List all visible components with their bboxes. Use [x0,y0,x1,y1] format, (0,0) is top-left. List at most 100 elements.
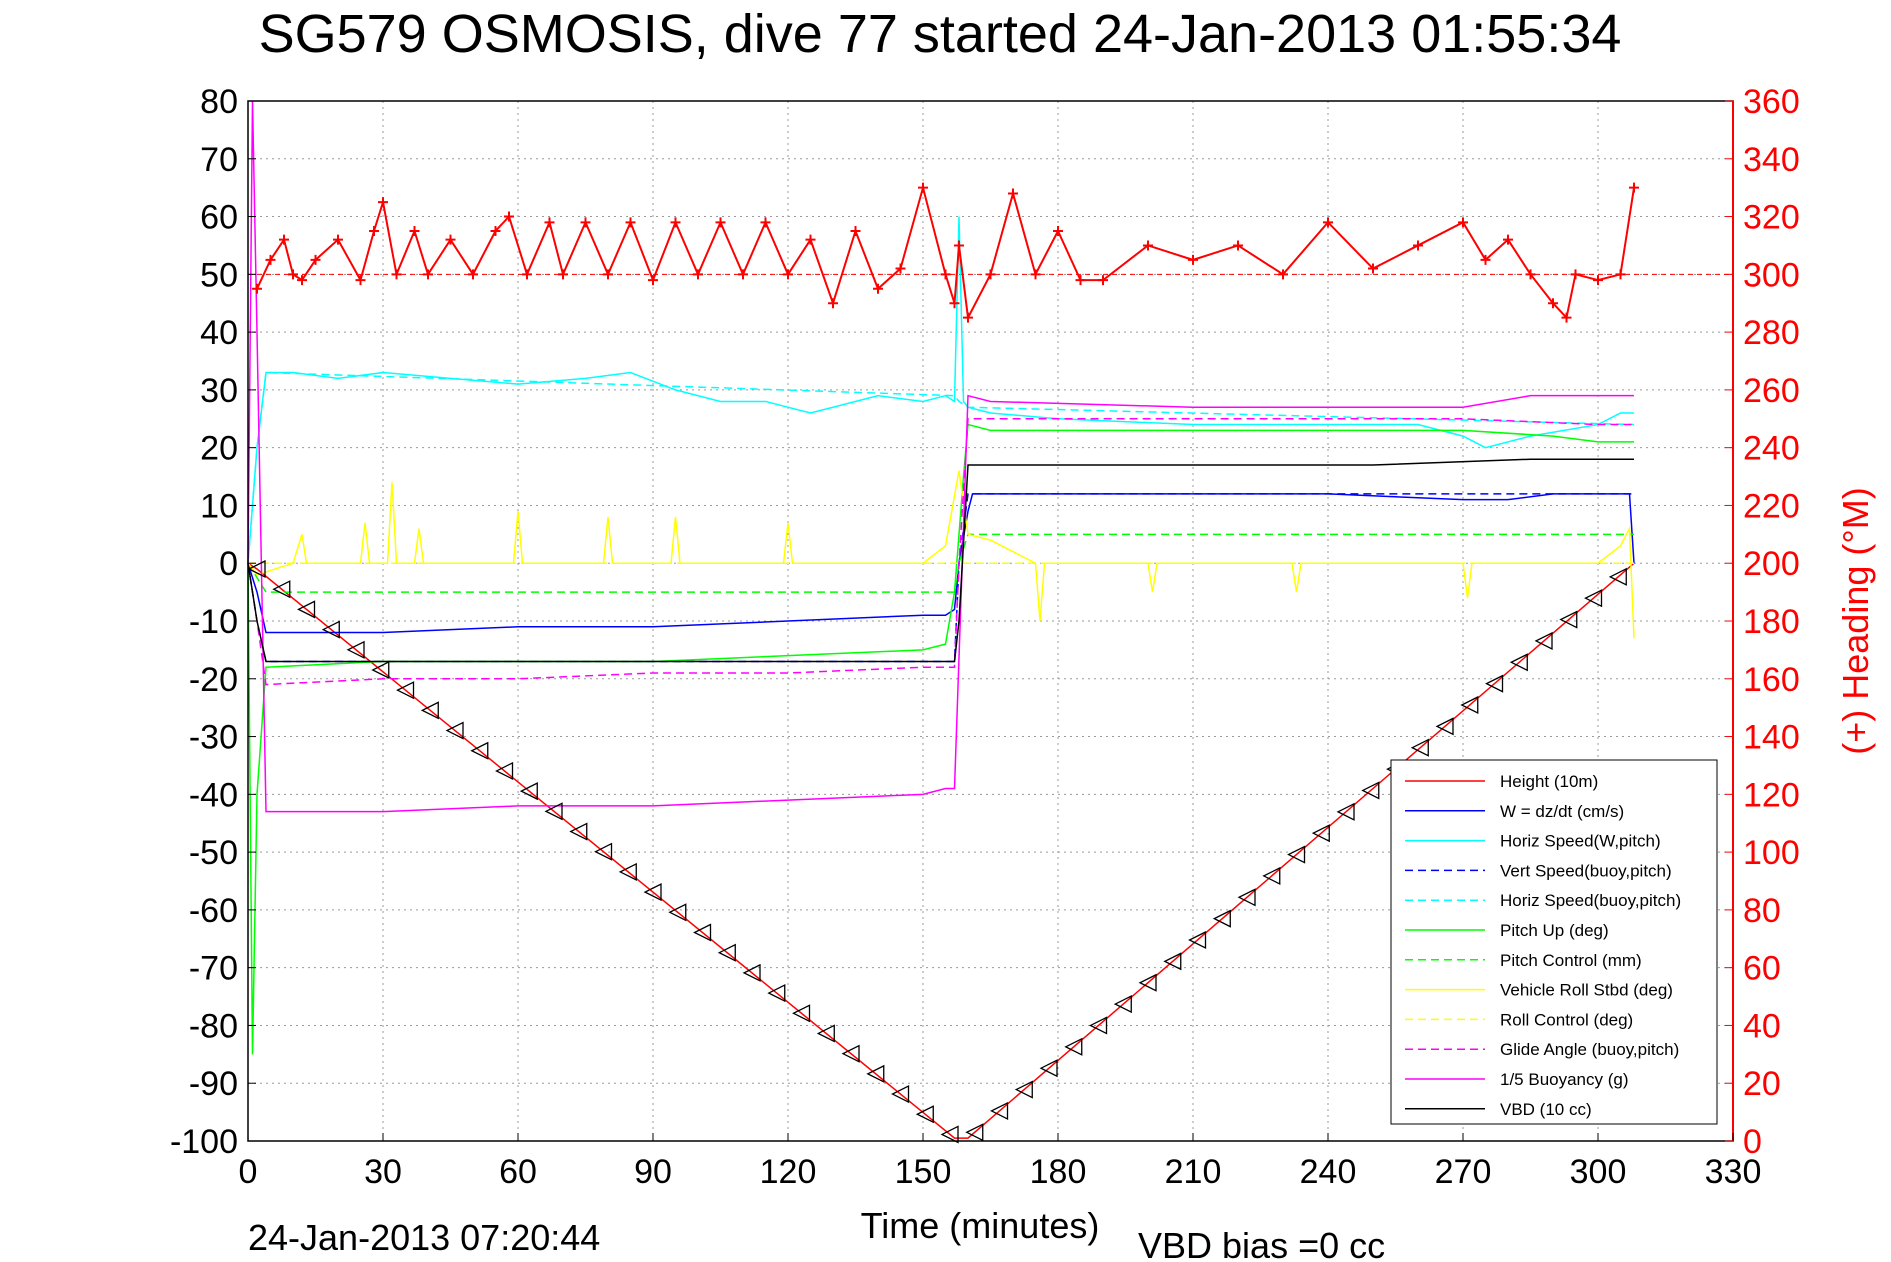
heading-point [715,217,726,228]
heading-point [1323,217,1333,228]
heading-point [1278,269,1288,280]
heading-point [918,182,928,193]
heading-point [1030,269,1041,280]
heading-point [1593,275,1603,286]
y-tick-label: -100 [170,1123,238,1161]
heading-point [1098,275,1108,286]
heading-point [625,217,636,228]
depth-marker [1064,1037,1083,1056]
depth-marker [1039,1059,1058,1078]
heading-point [333,234,343,245]
y-right-tick-label: 300 [1743,256,1800,294]
depth-marker [247,559,266,579]
y-tick-label: 80 [200,83,238,121]
heading-point [279,234,289,245]
depth-marker [668,903,687,922]
footer-vbd-bias: VBD bias =0 cc [1138,1225,1385,1262]
depth-marker [1163,952,1182,971]
y-tick-label: 20 [200,430,238,468]
x-tick-label: 240 [1300,1153,1357,1191]
legend-label: Roll Control (deg) [1500,1010,1633,1029]
depth-marker [1608,567,1627,586]
y-axis-right-label: (+) Heading (°M) [1835,487,1876,754]
depth-marker [841,1044,860,1063]
x-tick-label: 90 [634,1153,672,1191]
depth-marker [965,1123,984,1142]
x-tick-label: 330 [1705,1153,1762,1191]
depth-marker [866,1064,885,1083]
y-right-tick-label: 120 [1743,776,1800,814]
marker-layer [247,182,1639,1144]
x-axis: 0 30 60 90 120 150 180 210 240 270 300 330 [239,1133,1762,1191]
heading-point [1188,254,1198,265]
depth-marker [792,1004,811,1023]
y-tick-label: 30 [200,372,238,410]
legend-box [1390,759,1718,1125]
x-axis-label: Time (minutes) [861,1205,1100,1246]
x-tick-label: 270 [1435,1153,1492,1191]
heading-point [940,269,951,280]
depth-marker [272,580,291,599]
legend: Height (10m) W = dz/dt (cm/s) Horiz Speed(… [1390,759,1718,1125]
depth-marker [1559,610,1578,629]
depth-marker [891,1084,910,1104]
depth-marker [1262,866,1281,885]
series-line-6 [247,533,1634,593]
depth-marker [1212,909,1231,928]
y-right-tick-label: 140 [1743,719,1800,757]
depth-marker [1113,995,1132,1014]
heading-point [738,269,748,280]
y-right-tick-label: 180 [1743,603,1800,641]
depth-marker [643,883,662,902]
series-line-7 [247,470,1635,639]
legend-label: W = dz/dt (cm/s) [1500,802,1624,821]
depth-marker [915,1105,934,1124]
heading-point [490,226,501,236]
heading-point [297,275,307,286]
y-axis-right: 0 20 40 60 80 100 120 140 160 180 200 220 240 260 280 3… [1725,83,1800,1161]
series-line-9 [247,418,1634,686]
y-tick-label: -30 [189,719,238,757]
depth-marker [1361,781,1380,800]
x-tick-label: 150 [895,1153,952,1191]
heading-point [1008,188,1018,199]
depth-marker [940,1125,959,1144]
series-line-11 [247,458,1634,663]
depth-marker [1237,888,1256,907]
depth-marker [767,984,786,1003]
depth-marker [297,600,316,619]
depth-marker [1584,589,1603,608]
depth-marker [371,660,390,680]
y-tick-label: -70 [189,950,238,988]
heading-point [985,269,996,280]
depth-marker [544,802,563,821]
y-right-tick-label: 220 [1743,487,1800,525]
depth-marker [693,923,712,942]
heading-point [580,217,591,228]
y-right-tick-label: 80 [1743,892,1781,930]
heading-point [1561,312,1572,323]
heading-point [1233,240,1243,251]
y-tick-label: 40 [200,314,238,352]
heading-point [954,240,964,251]
heading-point [850,226,861,236]
depth-marker [519,782,538,801]
legend-label: Height (10m) [1500,772,1598,791]
series-line-2 [247,216,1634,564]
heading-point [1075,275,1086,286]
heading-point [445,234,456,245]
depth-marker [742,963,761,982]
heading-point [963,312,973,323]
depth-marker [569,822,588,841]
depth-marker [1287,845,1306,864]
depth-marker [1435,717,1454,736]
y-tick-label: -40 [189,776,238,814]
legend-label: VBD (10 cc) [1500,1100,1592,1119]
y-tick-label: 60 [200,199,238,237]
legend-label: Vert Speed(buoy,pitch) [1500,861,1672,880]
depth-marker [346,640,365,659]
depth-marker [1460,695,1479,715]
y-tick-label: 0 [219,545,238,583]
x-tick-label: 30 [364,1153,402,1191]
y-axis-left: -100-90-80-70-60-50-40-30-20-10010203040… [170,83,256,1161]
